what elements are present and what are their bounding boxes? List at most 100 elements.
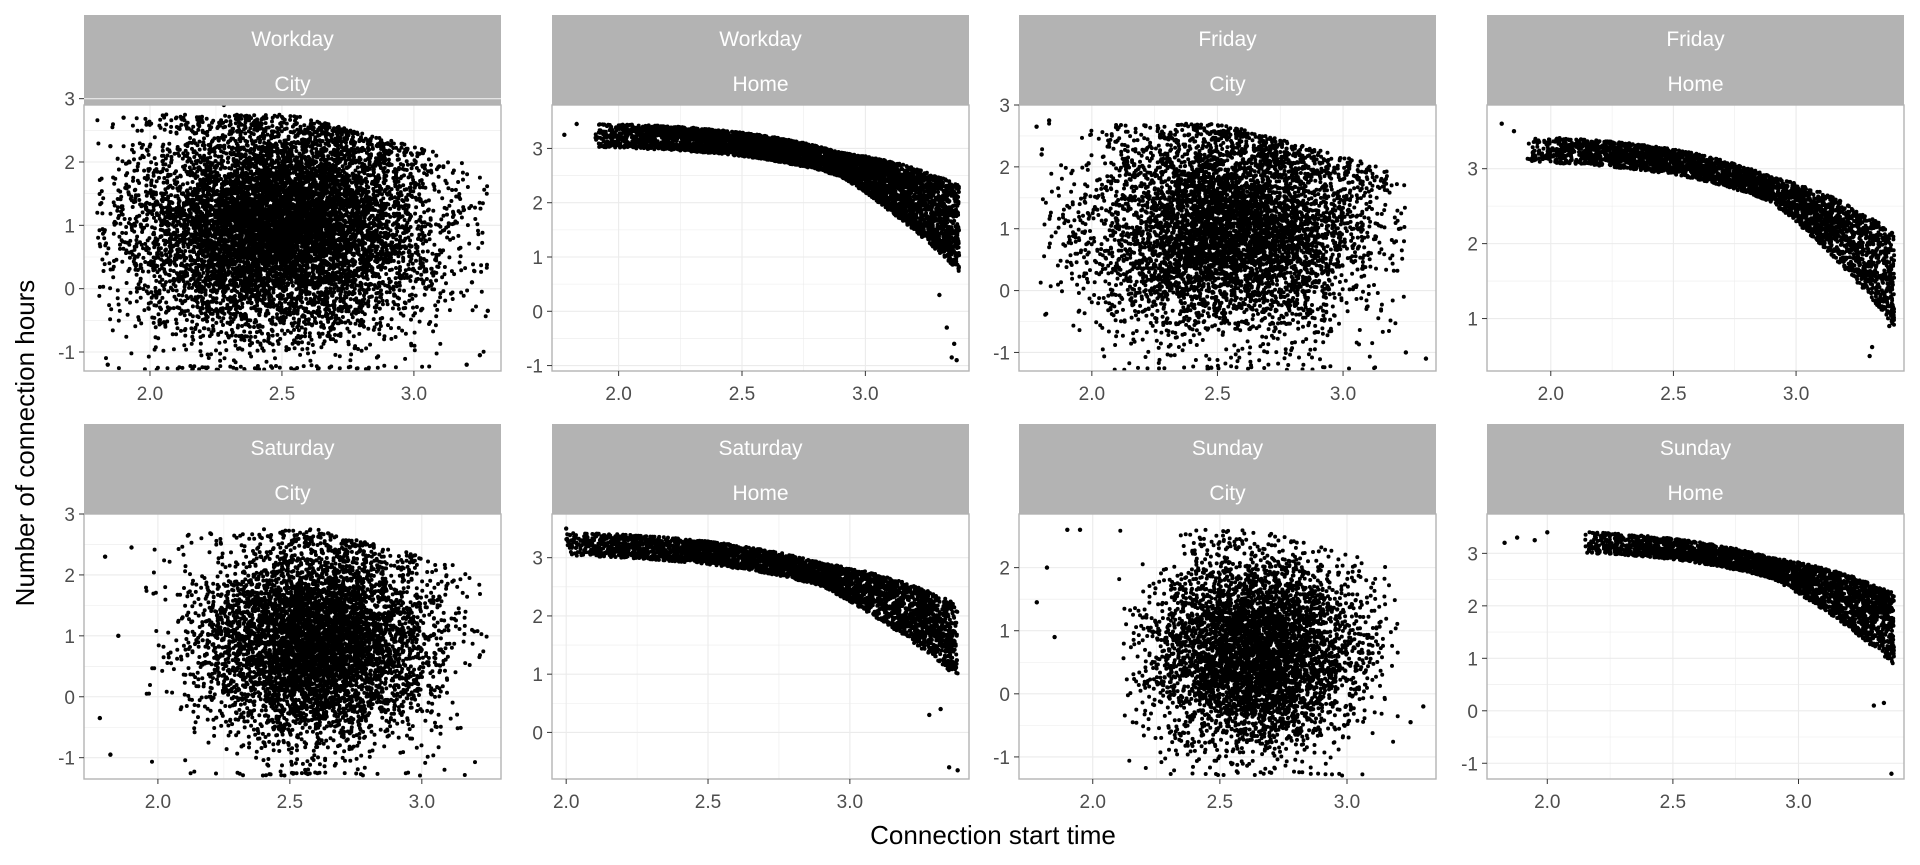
x-tick-label: 2.0 [1534,792,1560,813]
strip-label-location: City [1209,482,1246,505]
data-point [564,526,568,530]
data-point [1039,152,1043,156]
x-tick-label: 2.0 [553,792,579,813]
data-point [116,634,120,638]
x-tick-label: 3.0 [1785,792,1811,813]
x-tick-label: 2.5 [277,792,303,813]
data-point [562,133,566,137]
y-tick-label: -1 [993,343,1010,364]
x-tick-label: 3.0 [837,792,863,813]
data-point [129,545,133,549]
x-tick-label: 2.0 [1079,384,1105,405]
strip-label-day: Sunday [1192,437,1264,460]
y-tick-label: 3 [1467,160,1478,181]
data-point [464,362,468,366]
y-tick-label: 2 [532,194,543,215]
data-point [1890,301,1894,305]
y-tick-label: -1 [58,343,75,364]
data-point [470,280,474,284]
data-point [1889,772,1893,776]
y-tick-label: 3 [532,549,543,570]
x-tick-label: 2.0 [145,792,171,813]
data-point [1408,720,1412,724]
y-tick-label: 0 [532,302,543,323]
x-tick-label: 3.0 [401,384,427,405]
x-tick-label: 2.0 [605,384,631,405]
panels-layer: Workday City 2.0 2.5 3.0 -1 0 1 2 3 Workday Home 2.0… [58,15,1904,813]
x-tick-label: 2.5 [1660,384,1686,405]
y-tick-label: 0 [999,282,1010,303]
x-tick-label: 2.5 [1207,792,1233,813]
y-tick-label: 0 [1467,702,1478,723]
data-point [574,122,578,126]
x-tick-label: 2.0 [1080,792,1106,813]
y-tick-label: -1 [993,748,1010,769]
y-tick-label: 3 [64,90,75,111]
x-tick-label: 2.0 [1538,384,1564,405]
data-point [486,309,490,313]
data-point [1034,124,1038,128]
strip-label-day: Workday [251,28,334,51]
data-point [103,554,107,558]
y-tick-label: 1 [64,627,75,648]
y-tick-label: 2 [64,153,75,174]
data-point [945,325,949,329]
data-point [937,293,941,297]
strip-label-location: Home [732,482,788,505]
data-point [1078,528,1082,532]
data-point [1052,635,1056,639]
data-point [1533,538,1537,542]
y-tick-label: -1 [58,749,75,770]
y-tick-label: 1 [64,216,75,237]
data-point [106,362,110,366]
data-point [1500,122,1504,126]
y-tick-label: 3 [1467,544,1478,565]
data-point [108,144,112,148]
data-point [1047,118,1051,122]
data-point [1424,356,1428,360]
data-point [108,752,112,756]
data-point [1887,324,1891,328]
strip-label-day: Workday [719,28,802,51]
data-point [1404,350,1408,354]
y-tick-label: 0 [64,688,75,709]
strip-label-location: Home [732,73,788,96]
data-point [1065,528,1069,532]
x-tick-label: 3.0 [1334,792,1360,813]
y-tick-label: 2 [1467,235,1478,256]
y-tick-label: 2 [532,607,543,628]
x-tick-label: 3.0 [409,792,435,813]
data-point [952,342,956,346]
strip-label-location: City [274,73,311,96]
data-point [1545,530,1549,534]
y-tick-label: 2 [999,559,1010,580]
data-point [1870,345,1874,349]
data-point [478,353,482,357]
x-tick-label: 3.0 [1330,384,1356,405]
x-tick-label: 2.5 [269,384,295,405]
strip-label-location: Home [1667,482,1723,505]
y-tick-label: 2 [64,566,75,587]
y-tick-label: 3 [532,139,543,160]
data-point [1515,535,1519,539]
data-point [1882,701,1886,705]
data-point [1421,704,1425,708]
y-tick-label: 2 [999,158,1010,179]
data-point [955,768,959,772]
data-point [954,358,958,362]
data-point [938,707,942,711]
data-point [121,115,125,119]
data-point [1502,541,1506,545]
strip-label-day: Friday [1198,28,1257,51]
y-tick-label: 0 [532,723,543,744]
y-tick-label: 1 [1467,649,1478,670]
